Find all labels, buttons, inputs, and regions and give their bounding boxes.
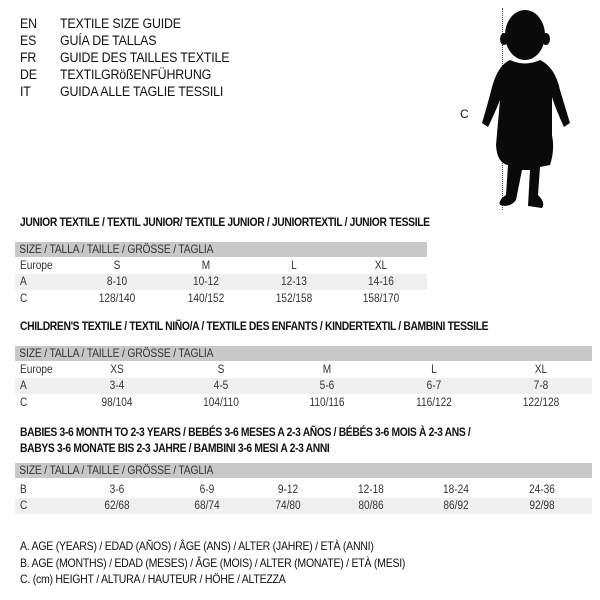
row-label: A [20, 276, 27, 288]
table-cell: 158/170 [362, 293, 400, 305]
table-cell: S [113, 260, 121, 272]
language-title: GUIDA ALLE TAGLIE TESSILI [60, 84, 224, 99]
table-cell: 4-5 [213, 380, 229, 392]
table-cell: 122/128 [522, 397, 560, 409]
table-header: SIZE / TALLA / TAILLE / GRÖSSE / TAGLIA [15, 463, 592, 478]
table-cell: 110/116 [309, 397, 345, 409]
language-code: ES [20, 33, 37, 48]
table-cell: 98/104 [101, 397, 133, 409]
table-header: SIZE / TALLA / TAILLE / GRÖSSE / TAGLIA [15, 346, 592, 361]
row-label: C [20, 293, 28, 305]
table-cell: 92/98 [529, 500, 555, 512]
table-row: C 98/104 104/110 110/116 116/122 122/128 [15, 395, 592, 411]
row-label: B [20, 484, 27, 496]
row-label: A [20, 380, 27, 392]
table-cell: 6-9 [199, 484, 215, 496]
language-title: GUÍA DE TALLAS [60, 33, 157, 48]
table-cell: 10-12 [193, 276, 219, 288]
section-title: CHILDREN'S TEXTILE / TEXTIL NIÑO/A / TEX… [20, 319, 489, 333]
table-cell: 86/92 [443, 500, 469, 512]
table-row: B 3-6 6-9 9-12 12-18 18-24 24-36 [15, 482, 592, 498]
table-header-label: SIZE / TALLA / TAILLE / GRÖSSE / TAGLIA [19, 463, 214, 477]
row-label: Europe [20, 260, 53, 272]
legend-item: B. AGE (MONTHS) / EDAD (MESES) / ÂGE (MO… [20, 555, 406, 570]
table-cell: 74/80 [275, 500, 301, 512]
table-cell: 62/68 [104, 500, 130, 512]
table-cell: 7-8 [533, 380, 549, 392]
language-title: GUIDE DES TAILLES TEXTILE [60, 50, 230, 65]
table-row: A 8-10 10-12 12-13 14-16 [15, 274, 427, 290]
section-title: JUNIOR TEXTILE / TEXTIL JUNIOR/ TEXTILE … [20, 215, 430, 229]
table-cell: 12-18 [358, 484, 384, 496]
table-cell: L [431, 364, 437, 376]
table-row: A 3-4 4-5 5-6 6-7 7-8 [15, 378, 592, 394]
table-cell: M [201, 260, 211, 272]
table-cell: 6-7 [426, 380, 442, 392]
table-cell: 80/86 [358, 500, 384, 512]
table-cell: 14-16 [368, 276, 394, 288]
table-row: C 128/140 140/152 152/158 158/170 [15, 291, 427, 307]
child-silhouette-icon [482, 10, 570, 208]
height-measure-label: C [460, 107, 469, 121]
language-code: IT [20, 84, 31, 99]
table-cell: S [217, 364, 225, 376]
table-row: Europe XS S M L XL [15, 362, 592, 378]
language-title: TEXTILE SIZE GUIDE [60, 16, 181, 31]
row-label: C [20, 397, 28, 409]
language-code: FR [20, 50, 37, 65]
row-label: Europe [20, 364, 53, 376]
section-title: BABYS 3-6 MONATE BIS 2-3 JAHRE / BAMBINI… [20, 441, 330, 455]
table-cell: 8-10 [106, 276, 128, 288]
table-header-label: SIZE / TALLA / TAILLE / GRÖSSE / TAGLIA [19, 346, 214, 360]
table-header: SIZE / TALLA / TAILLE / GRÖSSE / TAGLIA [15, 242, 427, 257]
table-cell: 12-13 [281, 276, 307, 288]
language-code: DE [20, 67, 37, 82]
table-cell: XS [110, 364, 124, 376]
table-cell: 18-24 [443, 484, 469, 496]
table-cell: 68/74 [194, 500, 220, 512]
table-header-label: SIZE / TALLA / TAILLE / GRÖSSE / TAGLIA [19, 242, 214, 256]
legend-item: C. (cm) HEIGHT / ALTURA / HAUTEUR / HÖHE… [20, 572, 286, 586]
table-cell: XL [534, 364, 548, 376]
table-cell: 152/158 [275, 293, 313, 305]
language-code: EN [20, 16, 37, 31]
table-cell: 140/152 [187, 293, 225, 305]
table-cell: 104/110 [203, 397, 239, 409]
table-cell: 9-12 [277, 484, 299, 496]
table-cell: 24-36 [529, 484, 555, 496]
section-title: BABIES 3-6 MONTH TO 2-3 YEARS / BEBÉS 3-… [20, 425, 471, 439]
legend-item: A. AGE (YEARS) / EDAD (AÑOS) / ÂGE (ANS)… [20, 539, 374, 553]
table-cell: M [322, 364, 332, 376]
table-cell: L [291, 260, 297, 272]
table-cell: 3-4 [109, 380, 125, 392]
table-cell: 116/122 [416, 397, 452, 409]
table-cell: 3-6 [109, 484, 125, 496]
table-cell: 128/140 [98, 293, 136, 305]
table-row: C 62/68 68/74 74/80 80/86 86/92 92/98 [15, 498, 592, 514]
row-label: C [20, 500, 28, 512]
language-title: TEXTILGRößENFÜHRUNG [60, 67, 212, 82]
table-row: Europe S M L XL [15, 258, 427, 274]
table-cell: XL [374, 260, 388, 272]
table-cell: 5-6 [319, 380, 335, 392]
